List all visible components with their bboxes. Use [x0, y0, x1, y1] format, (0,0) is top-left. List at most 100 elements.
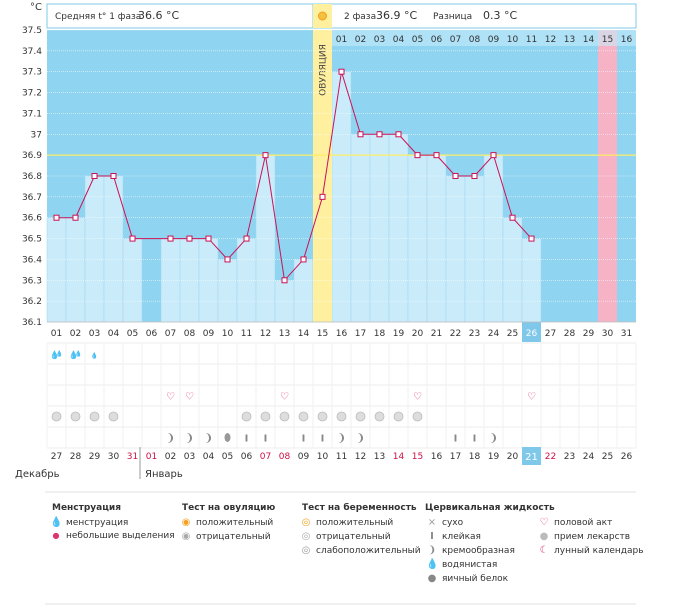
y-tick-label: 36.3	[22, 276, 42, 286]
pill-icon	[336, 411, 347, 422]
temperature-point	[395, 131, 402, 138]
phase1-value: 36.6 °C	[138, 9, 179, 22]
moon-icon: ☾	[539, 545, 549, 556]
phase2-day-label: 16	[621, 35, 633, 45]
phase2-day-label: 09	[488, 35, 500, 45]
pill-icon	[298, 411, 309, 422]
pill-icon	[51, 411, 62, 422]
menstruation-icon: 💧	[56, 350, 63, 358]
cycle-day-label: 26	[526, 329, 538, 339]
cycle-day-label: 17	[355, 329, 366, 339]
temperature-bar	[350, 134, 371, 323]
ovulation-label: ОВУЛЯЦИЯ	[319, 44, 329, 96]
pill-icon	[260, 411, 271, 422]
phase2-day-label: 03	[374, 35, 385, 45]
legend-cervical-egg-white: ● яичный белок	[427, 573, 509, 584]
legend-ovulation-negative: ◉ отрицательный	[181, 531, 271, 542]
phase2-day-label: 13	[564, 35, 575, 45]
pill-icon	[355, 411, 366, 422]
temperature-point	[262, 152, 269, 159]
heart-icon: ♡	[185, 392, 194, 403]
calendar-date: 18	[469, 452, 481, 462]
legend-menstruation-title: Менструация	[52, 503, 121, 513]
calendar-date: 25	[602, 452, 613, 462]
cycle-day-label: 24	[488, 329, 500, 339]
spotting-icon: 💧	[91, 352, 98, 360]
phase2-day-label: 01	[336, 35, 347, 45]
calendar-date: 27	[51, 452, 62, 462]
calendar-date: 15	[412, 452, 423, 462]
temperature-bar	[46, 217, 67, 323]
temperature-point	[53, 214, 60, 221]
calendar-date: 02	[165, 452, 176, 462]
temperature-bar	[445, 175, 466, 323]
legend-pregnancy-test-title: Тест на беременность	[302, 503, 417, 513]
egg-white-icon	[224, 433, 231, 442]
sticky-icon: I	[264, 434, 268, 445]
sun-icon	[318, 11, 327, 21]
phase1-label: Средняя t° 1 фаза	[55, 12, 141, 22]
calendar-date: 26	[621, 452, 633, 462]
y-tick-label: 37.2	[22, 89, 42, 99]
calendar-date: 29	[89, 452, 101, 462]
y-tick-label: 36.9	[22, 151, 42, 161]
temperature-bar	[293, 259, 314, 323]
pill-icon	[89, 411, 100, 422]
temperature-point	[338, 68, 345, 75]
sticky-icon: I	[302, 434, 306, 445]
cycle-day-label: 04	[108, 329, 120, 339]
calendar-date: 20	[507, 452, 519, 462]
temperature-point	[167, 235, 174, 242]
heart-icon: ♡	[527, 392, 536, 403]
phase2-day-label: 14	[583, 35, 595, 45]
temperature-point	[72, 214, 79, 221]
pregnancy-weak-icon: ◎	[301, 545, 311, 556]
y-tick-label: 36.4	[22, 255, 42, 265]
calendar-date: 11	[336, 452, 347, 462]
phase2-day-label: 11	[526, 35, 537, 45]
cycle-day-label: 15	[317, 329, 328, 339]
ovulation-column	[313, 30, 332, 322]
calendar-date: 16	[431, 452, 443, 462]
drops-icon: 💧	[50, 517, 63, 528]
calendar-date: 30	[108, 452, 120, 462]
temperature-point	[471, 173, 478, 179]
calendar-date: 12	[355, 452, 366, 462]
menstruation-icon: 💧	[69, 350, 79, 360]
calendar-date: 31	[127, 452, 138, 462]
phase2-day-label: 15	[602, 35, 613, 45]
temperature-bar	[464, 175, 485, 323]
heart-icon: ♡	[539, 517, 549, 528]
legend-pregnancy-positive: ◎ положительный	[301, 517, 394, 528]
calendar-date: 23	[564, 452, 575, 462]
phase2-day-label: 10	[507, 35, 519, 45]
calendar-date: 04	[203, 452, 215, 462]
temperature-point	[224, 256, 231, 263]
cycle-day-label: 11	[241, 329, 252, 339]
drop-icon: ●	[52, 531, 60, 540]
cycle-day-label: 02	[70, 329, 81, 339]
cycle-day-label: 01	[51, 329, 62, 339]
legend-pregnancy-weak: ◎ слабоположительный	[301, 545, 421, 556]
temperature-point	[490, 152, 497, 159]
cycle-day-label: 28	[564, 329, 576, 339]
calendar-date: 03	[184, 452, 195, 462]
calendar-date: 13	[374, 452, 385, 462]
pill-icon	[393, 411, 404, 422]
phase2-label: 2 фаза	[344, 12, 376, 22]
cycle-day-label: 16	[336, 329, 348, 339]
phase2-day-label: 05	[412, 35, 423, 45]
cycle-day-label: 30	[602, 329, 614, 339]
legend-pregnancy-negative: ◎ отрицательный	[301, 531, 391, 542]
temperature-point	[205, 235, 212, 242]
phase2-strip	[332, 30, 636, 46]
legend-cervical-title: Цервикальная жидкость	[425, 503, 555, 513]
legend-medication: ● прием лекарств	[539, 531, 631, 542]
pill-icon	[241, 411, 252, 422]
phase2-day-label: 04	[393, 35, 405, 45]
calendar-date: 24	[583, 452, 595, 462]
phase2-day-label: 12	[545, 35, 556, 45]
calendar-date: 09	[298, 452, 310, 462]
sticky-icon: I	[454, 434, 458, 445]
